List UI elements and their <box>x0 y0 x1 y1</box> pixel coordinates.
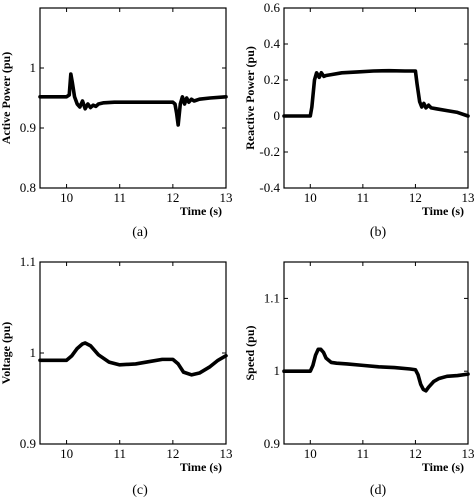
series-line-b-0 <box>282 68 470 118</box>
x-tick-label-b-2: 12 <box>409 190 422 205</box>
y-tick-label-c-0: 0.9 <box>20 436 36 451</box>
y-tick-label-b-4: 0.4 <box>264 36 281 51</box>
plot-frame-d <box>283 261 469 445</box>
x-tick-label-d-1: 11 <box>357 446 370 461</box>
caption-c: (c) <box>132 483 148 498</box>
y-tick-label-d-0: 0.9 <box>264 436 280 451</box>
y-tick-label-c-2: 1.1 <box>20 254 36 269</box>
y-tick-label-d-2: 1.1 <box>264 290 280 305</box>
y-tick-label-d-1: 1 <box>274 363 281 378</box>
x-axis-label-c: Time (s) <box>180 460 222 474</box>
x-tick-label-a-2: 12 <box>166 190 179 205</box>
x-tick-label-a-1: 11 <box>113 190 126 205</box>
x-tick-label-b-1: 11 <box>357 190 370 205</box>
x-tick-label-b-0: 10 <box>304 190 317 205</box>
x-tick-label-d-2: 12 <box>409 446 422 461</box>
y-tick-label-b-0: -0.4 <box>259 180 280 195</box>
y-axis-label-a: Active Power (pu) <box>0 52 13 144</box>
plot-frame-b <box>283 7 469 189</box>
x-tick-label-b-3: 13 <box>462 190 474 205</box>
y-axis-label-c: Voltage (pu) <box>0 322 13 385</box>
y-axis-label-b: Reactive Power (pu) <box>243 46 257 150</box>
caption-b: (b) <box>370 225 387 240</box>
x-tick-label-d-0: 10 <box>304 446 317 461</box>
plot-frame-c <box>39 261 227 445</box>
x-tick-label-c-3: 13 <box>220 446 233 461</box>
series-line-a-0 <box>38 72 228 127</box>
x-tick-label-a-3: 13 <box>220 190 233 205</box>
x-axis-label-a: Time (s) <box>180 204 222 218</box>
y-tick-label-b-1: -0.2 <box>259 144 280 159</box>
x-tick-label-c-0: 10 <box>60 446 73 461</box>
x-tick-label-c-1: 11 <box>113 446 126 461</box>
y-tick-label-c-1: 1 <box>30 345 37 360</box>
y-tick-label-a-0: 0.8 <box>20 180 36 195</box>
caption-a: (a) <box>132 225 148 240</box>
caption-d: (d) <box>370 483 387 498</box>
x-axis-label-b: Time (s) <box>422 204 464 218</box>
x-tick-label-a-0: 10 <box>60 190 73 205</box>
series-line-c-0 <box>38 341 228 377</box>
x-tick-label-c-2: 12 <box>166 446 179 461</box>
y-tick-label-b-5: 0.6 <box>264 0 281 15</box>
series-line-d-0 <box>282 347 470 393</box>
y-tick-label-a-1: 0.9 <box>20 120 36 135</box>
y-tick-label-b-3: 0.2 <box>264 72 280 87</box>
x-tick-label-d-3: 13 <box>462 446 474 461</box>
y-axis-label-d: Speed (pu) <box>243 325 257 380</box>
y-tick-label-a-2: 1 <box>30 60 37 75</box>
x-axis-label-d: Time (s) <box>422 460 464 474</box>
y-tick-label-b-2: 0 <box>274 108 281 123</box>
